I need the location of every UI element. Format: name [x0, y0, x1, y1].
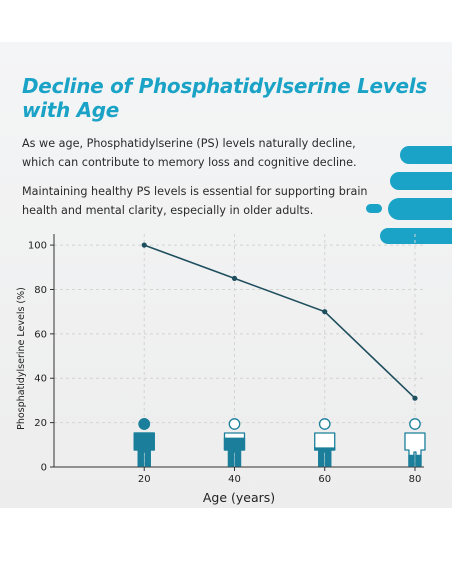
- person-icon: [133, 418, 155, 467]
- series-line: [141, 242, 418, 401]
- y-tick-label: 80: [34, 285, 47, 296]
- x-tick-label: 20: [138, 474, 151, 485]
- grid: [54, 234, 424, 467]
- ps-decline-chart: 0 20 40 60 80 100 20 40 60 80 Age (years) Phosph…: [16, 234, 426, 505]
- y-tick-label: 100: [28, 241, 47, 252]
- y-tick-labels: 0 20 40 60 80 100: [28, 241, 47, 474]
- supporting-paragraph: Maintaining healthy PS levels is essenti…: [22, 185, 368, 217]
- page-title: Decline of Phosphatidylserine Levels wit…: [22, 74, 427, 122]
- y-tick-label: 0: [41, 463, 47, 474]
- data-point: [231, 275, 238, 281]
- person-icon: [314, 418, 336, 467]
- x-tick-labels: 20 40 60 80: [138, 474, 421, 485]
- person-icon: [223, 418, 246, 467]
- x-tick-label: 40: [228, 474, 241, 485]
- person-figures: [133, 418, 426, 467]
- series-line-path: [143, 244, 416, 399]
- data-point: [322, 309, 328, 315]
- axes: [50, 234, 424, 471]
- data-point: [412, 395, 418, 401]
- y-tick-label: 20: [34, 418, 47, 429]
- x-axis-title: Age (years): [203, 490, 275, 505]
- person-icon: [404, 418, 426, 467]
- y-axis-title: Phosphatidylserine Levels (%): [16, 287, 27, 430]
- decorative-stripes-icon: [366, 146, 452, 244]
- data-point: [141, 242, 147, 248]
- y-tick-label: 60: [34, 329, 47, 340]
- x-tick-label: 60: [318, 474, 331, 485]
- x-tick-label: 80: [409, 474, 422, 485]
- intro-paragraph: As we age, Phosphatidylserine (PS) level…: [22, 137, 357, 169]
- y-tick-label: 40: [34, 374, 47, 385]
- infographic-card: Decline of Phosphatidylserine Levels wit…: [0, 42, 452, 508]
